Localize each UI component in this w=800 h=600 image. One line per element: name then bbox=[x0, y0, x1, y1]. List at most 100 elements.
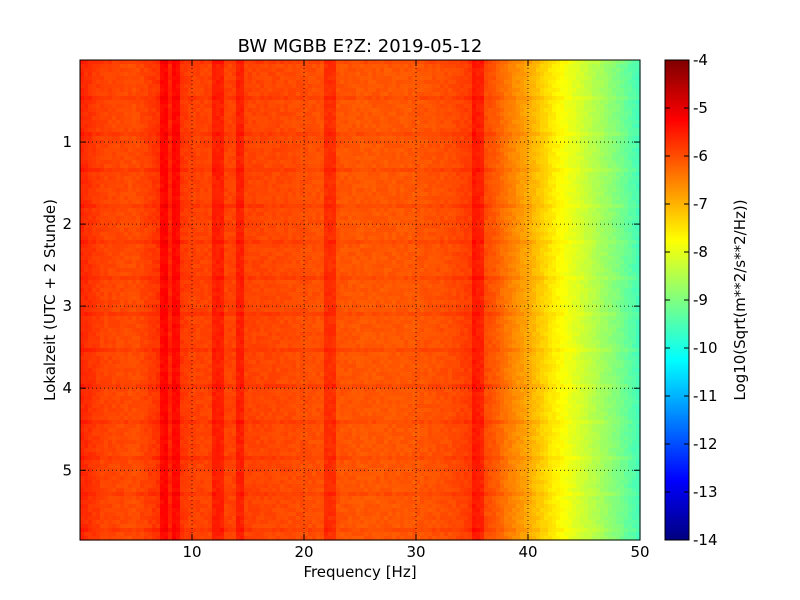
heatmap-cell bbox=[240, 212, 245, 217]
heatmap-cell bbox=[168, 440, 173, 445]
heatmap-cell bbox=[140, 232, 145, 237]
heatmap-cell bbox=[168, 472, 173, 477]
heatmap-cell bbox=[144, 328, 149, 333]
heatmap-cell bbox=[212, 300, 217, 305]
heatmap-cell bbox=[196, 412, 201, 417]
heatmap-cell bbox=[100, 432, 105, 437]
heatmap-cell bbox=[120, 308, 125, 313]
heatmap-cell bbox=[136, 348, 141, 353]
heatmap-cell bbox=[232, 192, 237, 197]
heatmap-cell bbox=[228, 328, 233, 333]
heatmap-cell bbox=[112, 452, 117, 457]
heatmap-cell bbox=[84, 72, 89, 77]
heatmap-cell bbox=[228, 76, 233, 81]
heatmap-cell bbox=[156, 528, 161, 533]
heatmap-cell bbox=[204, 216, 209, 221]
heatmap-cell bbox=[144, 308, 149, 313]
heatmap-cell bbox=[88, 472, 93, 477]
heatmap-cell bbox=[112, 176, 117, 181]
heatmap-cell bbox=[204, 372, 209, 377]
heatmap-cell bbox=[240, 280, 245, 285]
heatmap-cell bbox=[180, 524, 185, 529]
heatmap-cell bbox=[80, 400, 85, 405]
heatmap-cell bbox=[180, 332, 185, 337]
heatmap-cell bbox=[228, 460, 233, 465]
heatmap-cell bbox=[108, 336, 113, 341]
heatmap-cell bbox=[136, 400, 141, 405]
heatmap-cell bbox=[132, 360, 137, 365]
heatmap-cell bbox=[232, 424, 237, 429]
heatmap-cell bbox=[216, 420, 221, 425]
heatmap-cell bbox=[228, 340, 233, 345]
heatmap-cell bbox=[176, 156, 181, 161]
heatmap-cell bbox=[104, 184, 109, 189]
heatmap-cell bbox=[148, 172, 153, 177]
heatmap-cell bbox=[92, 368, 97, 373]
heatmap-cell bbox=[180, 60, 185, 65]
heatmap-cell bbox=[144, 304, 149, 309]
heatmap-cell bbox=[192, 512, 197, 517]
heatmap-cell bbox=[108, 108, 113, 113]
heatmap-cell bbox=[168, 316, 173, 321]
heatmap-cell bbox=[224, 104, 229, 109]
heatmap-cell bbox=[184, 264, 189, 269]
heatmap-cell bbox=[92, 516, 97, 521]
heatmap-cell bbox=[92, 96, 97, 101]
heatmap-cell bbox=[208, 396, 213, 401]
heatmap-cell bbox=[188, 212, 193, 217]
heatmap-cell bbox=[176, 128, 181, 133]
heatmap-cell bbox=[208, 116, 213, 121]
heatmap-cell bbox=[116, 332, 121, 337]
heatmap-cell bbox=[168, 72, 173, 77]
heatmap-cell bbox=[112, 436, 117, 441]
heatmap-cell bbox=[184, 388, 189, 393]
heatmap-cell bbox=[124, 392, 129, 397]
heatmap-cell bbox=[236, 252, 241, 257]
heatmap-cell bbox=[100, 252, 105, 257]
heatmap-cell bbox=[216, 372, 221, 377]
heatmap-cell bbox=[112, 500, 117, 505]
heatmap-cell bbox=[228, 272, 233, 277]
heatmap-cell bbox=[148, 152, 153, 157]
heatmap-cell bbox=[208, 96, 213, 101]
heatmap-cell bbox=[84, 476, 89, 481]
heatmap-cell bbox=[168, 364, 173, 369]
heatmap-cell bbox=[96, 424, 101, 429]
heatmap-cell bbox=[196, 312, 201, 317]
heatmap-cell bbox=[128, 144, 133, 149]
heatmap-cell bbox=[132, 144, 137, 149]
heatmap-cell bbox=[152, 284, 157, 289]
heatmap-cell bbox=[160, 92, 165, 97]
heatmap-cell bbox=[140, 96, 145, 101]
heatmap-cell bbox=[196, 512, 201, 517]
heatmap-cell bbox=[212, 424, 217, 429]
heatmap-cell bbox=[108, 200, 113, 205]
heatmap-cell bbox=[108, 120, 113, 125]
heatmap-cell bbox=[156, 400, 161, 405]
heatmap-cell bbox=[88, 284, 93, 289]
heatmap-cell bbox=[152, 84, 157, 89]
heatmap-cell bbox=[228, 424, 233, 429]
heatmap-cell bbox=[224, 144, 229, 149]
heatmap-cell bbox=[100, 176, 105, 181]
heatmap-cell bbox=[200, 476, 205, 481]
heatmap-cell bbox=[80, 472, 85, 477]
heatmap-cell bbox=[172, 464, 177, 469]
heatmap-cell bbox=[152, 512, 157, 517]
heatmap-cell bbox=[212, 452, 217, 457]
heatmap-cell bbox=[204, 116, 209, 121]
heatmap-cell bbox=[200, 436, 205, 441]
heatmap-cell bbox=[128, 200, 133, 205]
heatmap-cell bbox=[164, 220, 169, 225]
heatmap-cell bbox=[148, 104, 153, 109]
heatmap-cell bbox=[192, 256, 197, 261]
heatmap-cell bbox=[132, 292, 137, 297]
heatmap-cell bbox=[228, 372, 233, 377]
heatmap-cell bbox=[84, 124, 89, 129]
heatmap-cell bbox=[112, 404, 117, 409]
heatmap-cell bbox=[172, 132, 177, 137]
heatmap-cell bbox=[212, 248, 217, 253]
heatmap-cell bbox=[184, 344, 189, 349]
heatmap-cell bbox=[188, 60, 193, 65]
heatmap-cell bbox=[184, 436, 189, 441]
